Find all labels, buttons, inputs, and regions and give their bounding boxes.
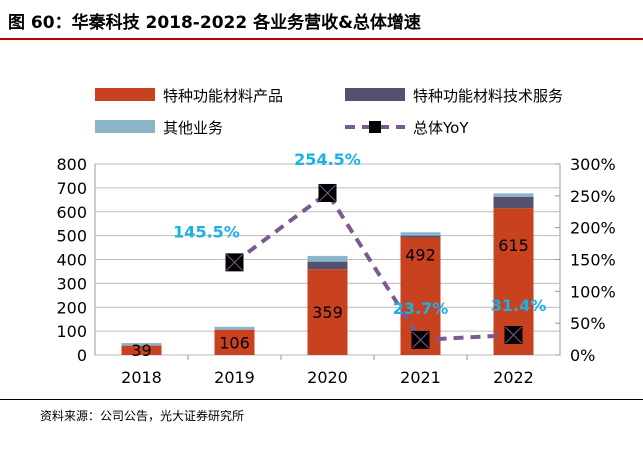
legend-swatch xyxy=(345,88,405,101)
bar-value-label: 39 xyxy=(131,341,151,360)
legend-swatch xyxy=(95,120,155,133)
bar-value-label: 615 xyxy=(498,236,529,255)
bar-segment xyxy=(214,329,255,355)
y2-tick-label: 150% xyxy=(570,251,616,270)
title-divider xyxy=(0,38,643,40)
y2-tick-label: 300% xyxy=(570,155,616,174)
y2-tick-label: 100% xyxy=(570,282,616,301)
legend-marker xyxy=(369,121,381,133)
bar-segment xyxy=(121,345,162,355)
x-tick-label: 2022 xyxy=(493,368,534,387)
source-note: 资料来源：公司公告，光大证券研究所 xyxy=(40,409,245,423)
x-tick-label: 2019 xyxy=(214,368,255,387)
y-tick-label: 700 xyxy=(56,179,87,198)
legend-label: 特种功能材料技术服务 xyxy=(413,87,563,105)
y-tick-label: 300 xyxy=(56,274,87,293)
chart: 0 100 200 300 400 500 600 700 800 0% 50% 100% 150% 20… xyxy=(56,87,616,387)
x-tick-label: 2021 xyxy=(400,368,441,387)
bar-segment xyxy=(493,193,534,197)
bar-segment xyxy=(400,235,441,238)
yoy-marker-x xyxy=(319,184,336,202)
source-divider xyxy=(0,399,643,400)
y2-tick-label: 250% xyxy=(570,187,616,206)
y2-tick-label: 200% xyxy=(570,219,616,238)
y-tick-label: 100 xyxy=(56,322,87,341)
y2-tick-label: 50% xyxy=(570,314,606,333)
legend-swatch xyxy=(95,88,155,101)
yoy-line xyxy=(233,190,514,342)
y-tick-label: 500 xyxy=(56,227,87,246)
chart-title: 图 60：华秦科技 2018-2022 各业务营收&总体增速 xyxy=(8,13,421,33)
yoy-data-label: 31.4% xyxy=(491,296,547,315)
y-tick-label: 200 xyxy=(56,298,87,317)
legend-label: 总体YoY xyxy=(413,119,469,137)
bar-segment xyxy=(400,232,441,236)
x-tick-label: 2020 xyxy=(307,368,348,387)
bar-value-label: 106 xyxy=(219,333,250,352)
bar-segment xyxy=(214,326,255,330)
legend-label: 特种功能材料产品 xyxy=(163,87,283,105)
y-tick-label: 800 xyxy=(56,155,87,174)
yoy-marker-x xyxy=(505,326,522,344)
legend-label: 其他业务 xyxy=(163,119,223,137)
y-tick-label: 400 xyxy=(56,251,87,270)
bar-segment xyxy=(307,269,348,355)
x-tick-label: 2018 xyxy=(121,368,162,387)
bar-segment xyxy=(307,255,348,262)
bar-segment xyxy=(121,343,162,346)
y-tick-label: 0 xyxy=(77,346,87,365)
yoy-data-label: 23.7% xyxy=(393,299,449,318)
yoy-data-label: 145.5% xyxy=(173,222,240,241)
bar-segment xyxy=(307,261,348,270)
yoy-marker-x xyxy=(226,254,243,271)
yoy-marker-x xyxy=(412,331,429,349)
bar-value-label: 359 xyxy=(312,303,343,322)
yoy-data-label: 254.5% xyxy=(294,150,361,169)
bar-segment xyxy=(493,196,534,209)
bar-value-label: 492 xyxy=(405,246,436,265)
y-tick-label: 600 xyxy=(56,203,87,222)
y2-tick-label: 0% xyxy=(570,346,595,365)
